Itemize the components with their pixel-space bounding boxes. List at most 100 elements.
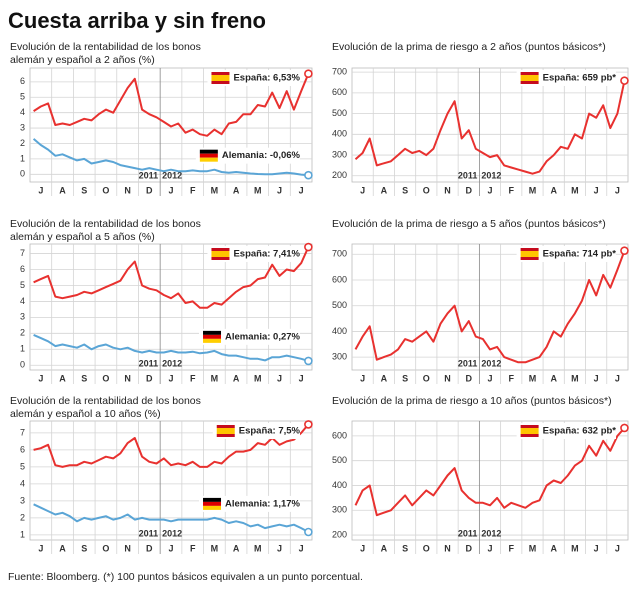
x-tick-label: J bbox=[594, 373, 599, 383]
x-tick-label: O bbox=[423, 373, 430, 383]
flag-stripe bbox=[199, 149, 218, 154]
year-label: 2012 bbox=[481, 528, 501, 538]
x-tick-label: N bbox=[124, 543, 131, 553]
y-tick-label: 300 bbox=[332, 149, 347, 159]
footnote: Fuente: Bloomberg. (*) 100 puntos básico… bbox=[8, 571, 363, 583]
x-tick-label: M bbox=[254, 373, 262, 383]
series-label: Alemania: -0,06% bbox=[222, 150, 301, 161]
flag-stripe bbox=[216, 428, 235, 434]
plot-area bbox=[351, 67, 629, 183]
chart-title: alemán y español a 2 años (%) bbox=[10, 54, 155, 66]
year-label: 2011 bbox=[458, 170, 478, 180]
x-tick-label: J bbox=[38, 185, 43, 195]
y-tick-label: 400 bbox=[332, 480, 347, 490]
x-tick-label: J bbox=[360, 185, 365, 195]
flag-stripe bbox=[211, 81, 230, 84]
year-label: 2011 bbox=[458, 358, 478, 368]
y-tick-label: 500 bbox=[332, 455, 347, 465]
plot-area bbox=[351, 420, 629, 541]
year-label: 2012 bbox=[162, 528, 182, 538]
series-label: España: 714 pb* bbox=[543, 249, 617, 260]
x-tick-label: F bbox=[190, 373, 196, 383]
x-tick-label: J bbox=[168, 373, 173, 383]
flag-stripe bbox=[211, 257, 230, 260]
x-tick-label: M bbox=[254, 185, 262, 195]
x-tick-label: M bbox=[211, 185, 219, 195]
page-title: Cuesta arriba y sin freno bbox=[8, 8, 266, 33]
flag-stripe bbox=[216, 425, 235, 428]
x-tick-label: S bbox=[402, 185, 408, 195]
x-tick-label: N bbox=[124, 373, 131, 383]
year-label: 2012 bbox=[162, 170, 182, 180]
y-tick-label: 1 bbox=[20, 153, 25, 163]
y-tick-label: 700 bbox=[332, 67, 347, 77]
y-tick-label: 700 bbox=[332, 249, 347, 259]
y-tick-label: 600 bbox=[332, 430, 347, 440]
x-tick-label: D bbox=[146, 185, 153, 195]
y-tick-label: 200 bbox=[332, 170, 347, 180]
y-tick-label: 500 bbox=[332, 300, 347, 310]
x-tick-label: M bbox=[211, 373, 219, 383]
end-marker bbox=[620, 246, 629, 255]
x-tick-label: A bbox=[550, 373, 557, 383]
x-tick-label: J bbox=[277, 185, 282, 195]
x-tick-label: A bbox=[233, 373, 240, 383]
x-tick-label: A bbox=[381, 543, 388, 553]
series-line bbox=[33, 503, 309, 533]
chart-title: alemán y español a 5 años (%) bbox=[10, 231, 155, 243]
x-tick-label: D bbox=[466, 185, 473, 195]
flag-stripe bbox=[203, 501, 222, 506]
x-tick-label: A bbox=[381, 373, 388, 383]
x-tick-label: O bbox=[102, 543, 109, 553]
x-tick-label: M bbox=[211, 543, 219, 553]
x-tick-label: J bbox=[360, 543, 365, 553]
y-tick-label: 4 bbox=[20, 296, 25, 306]
year-label: 2011 bbox=[139, 528, 159, 538]
flag-stripe bbox=[520, 251, 539, 257]
x-tick-label: S bbox=[81, 185, 87, 195]
x-tick-label: D bbox=[466, 373, 473, 383]
label-background bbox=[207, 246, 300, 262]
y-tick-label: 3 bbox=[20, 312, 25, 322]
series-label: Alemania: 0,27% bbox=[225, 331, 301, 342]
x-tick-label: F bbox=[190, 543, 196, 553]
x-tick-label: F bbox=[508, 543, 514, 553]
end-marker bbox=[620, 76, 629, 85]
chart-title: Evolución de la rentabilidad de los bono… bbox=[10, 41, 201, 53]
series-label: España: 659 pb* bbox=[543, 73, 617, 84]
series-line bbox=[354, 250, 626, 364]
chart-title: Evolución de la prima de riesgo a 10 año… bbox=[332, 395, 612, 407]
x-tick-label: M bbox=[571, 185, 579, 195]
end-marker bbox=[304, 356, 313, 366]
x-tick-label: J bbox=[487, 185, 492, 195]
end-marker bbox=[304, 170, 313, 180]
x-tick-label: J bbox=[277, 373, 282, 383]
label-background bbox=[199, 495, 300, 512]
flag-stripe bbox=[520, 257, 539, 260]
x-tick-label: D bbox=[146, 543, 153, 553]
x-tick-label: J bbox=[594, 185, 599, 195]
x-tick-label: J bbox=[615, 373, 620, 383]
chart-title: Evolución de la prima de riesgo a 5 años… bbox=[332, 218, 606, 230]
flag-stripe bbox=[216, 434, 235, 437]
chart-title: Evolución de la rentabilidad de los bono… bbox=[10, 395, 201, 407]
series-label: España: 6,53% bbox=[233, 73, 300, 84]
y-tick-label: 300 bbox=[332, 352, 347, 362]
flag-stripe bbox=[211, 72, 230, 75]
x-tick-label: S bbox=[81, 373, 87, 383]
year-label: 2011 bbox=[139, 170, 159, 180]
y-tick-label: 1 bbox=[20, 344, 25, 354]
x-tick-label: O bbox=[102, 373, 109, 383]
label-background bbox=[207, 70, 300, 86]
x-tick-label: F bbox=[508, 373, 514, 383]
end-marker bbox=[620, 423, 629, 433]
flag-stripe bbox=[203, 497, 222, 502]
x-tick-label: F bbox=[508, 185, 514, 195]
x-tick-label: M bbox=[571, 373, 579, 383]
chart-title: Evolución de la rentabilidad de los bono… bbox=[10, 218, 201, 230]
x-tick-label: J bbox=[360, 373, 365, 383]
flag-stripe bbox=[203, 334, 222, 339]
x-tick-label: N bbox=[444, 373, 451, 383]
x-tick-label: O bbox=[102, 185, 109, 195]
flag-stripe bbox=[520, 425, 539, 428]
